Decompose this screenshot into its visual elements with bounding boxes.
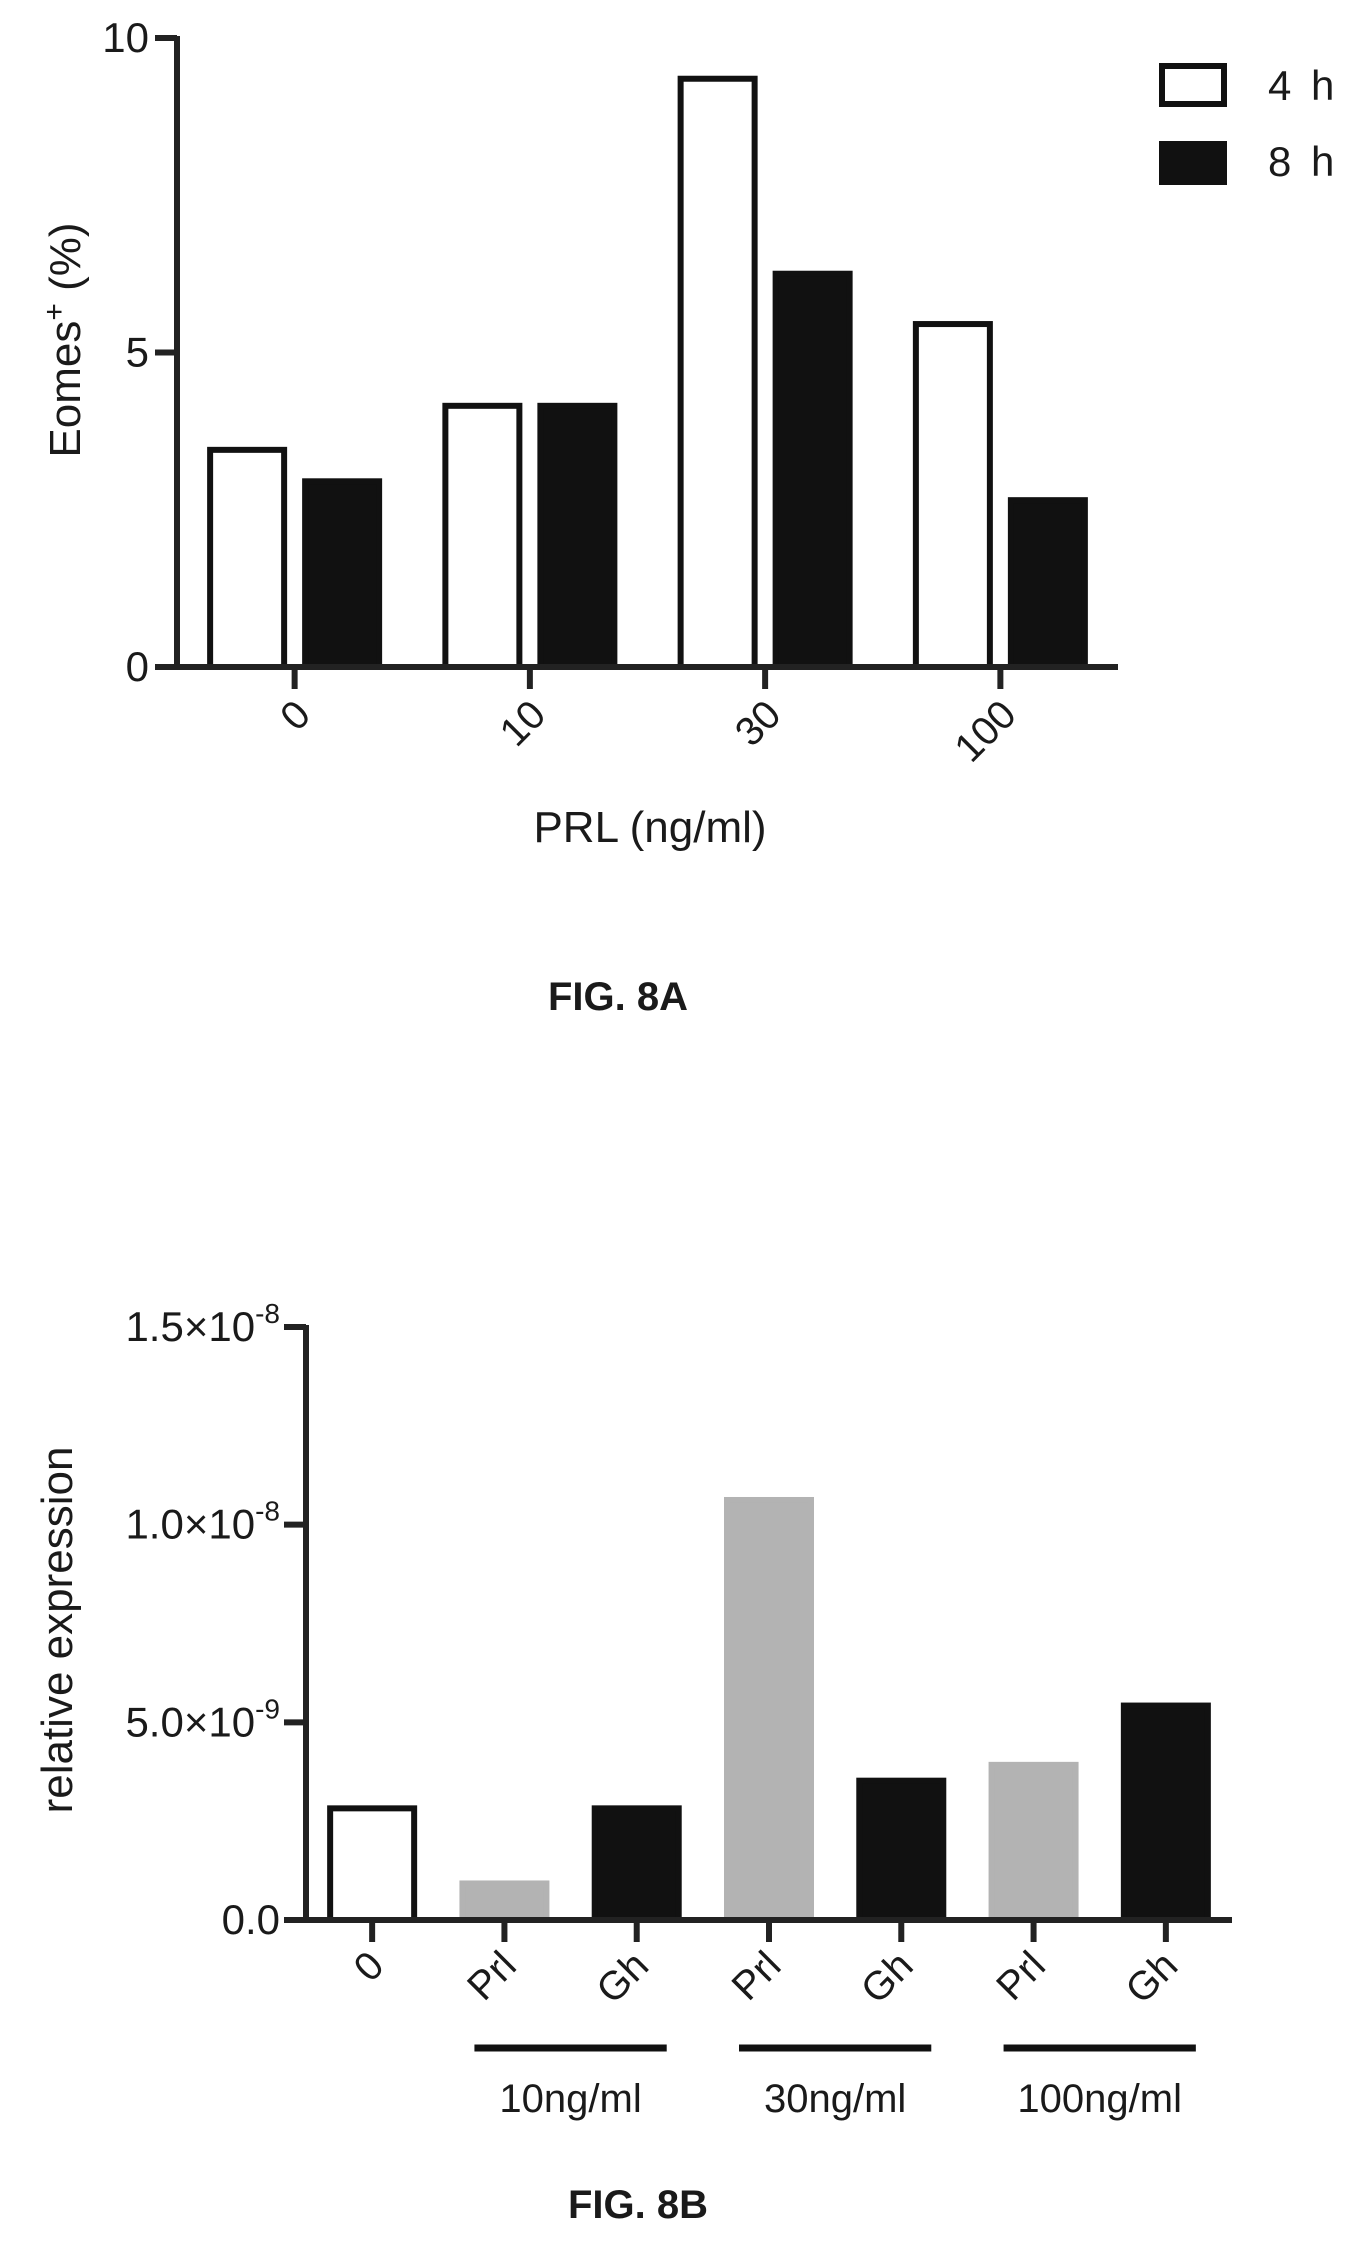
group-label: 30ng/ml bbox=[764, 2077, 906, 2121]
legend-label-4h: 4 h bbox=[1268, 62, 1338, 109]
bar-gh-2 bbox=[591, 1805, 682, 1924]
y-axis-title-superscript: + bbox=[38, 303, 71, 321]
y-tick-label: 1.5×10-8 bbox=[125, 1298, 280, 1350]
group-brackets: 10ng/ml 30ng/ml 100ng/ml bbox=[474, 2044, 1196, 2121]
x-tick-label: 30 bbox=[727, 692, 790, 755]
bar-group bbox=[207, 75, 1088, 671]
legend-swatch-4h bbox=[1159, 63, 1227, 107]
x-tick-labels: 0 10 30 100 bbox=[272, 692, 1025, 770]
bar-group bbox=[327, 1496, 1211, 1924]
bar-prl-3 bbox=[724, 1496, 814, 1923]
group-label: 100ng/ml bbox=[1017, 2077, 1182, 2121]
bar-4h-30 bbox=[677, 75, 758, 671]
legend-label-8h: 8 h bbox=[1268, 138, 1338, 185]
chart-8b: 0.0 5.0×10-9 1.0×10-8 1.5×10-8 0 Prl Gh Prl Gh P… bbox=[33, 1298, 1232, 2227]
bar-gh-4 bbox=[856, 1777, 947, 1924]
y-axis-title: Eomes+ (%) bbox=[38, 222, 90, 457]
x-tick-label: Prl bbox=[988, 1943, 1054, 2009]
y-tick-label: 1.0×10-8 bbox=[125, 1496, 280, 1548]
figure-caption-8b: FIG. 8B bbox=[568, 2183, 708, 2227]
x-tick-label: 10 bbox=[492, 692, 555, 755]
x-tick-label: Gh bbox=[588, 1943, 657, 2012]
x-axis-ticks bbox=[369, 1920, 1169, 1942]
y-axis-title-main: Eomes bbox=[41, 321, 90, 458]
y-tick-label: 5.0×10-9 bbox=[125, 1693, 280, 1745]
bar-8h-10 bbox=[537, 402, 618, 670]
legend-swatch-8h bbox=[1159, 141, 1227, 185]
bar-8h-0 bbox=[302, 478, 383, 670]
bar-4h-100 bbox=[912, 321, 993, 670]
x-tick-label: 100 bbox=[946, 692, 1024, 770]
x-tick-label: Gh bbox=[1117, 1943, 1186, 2012]
y-axis-title-unit: (%) bbox=[41, 222, 90, 303]
x-tick-label: Prl bbox=[459, 1943, 525, 2009]
x-tick-label: Prl bbox=[724, 1943, 790, 2009]
y-tick-label: 0 bbox=[126, 643, 149, 690]
y-tick-label: 10 bbox=[102, 14, 149, 61]
bar-0-0 bbox=[327, 1805, 418, 1924]
y-tick-label: 0.0 bbox=[222, 1896, 280, 1943]
bar-4h-0 bbox=[207, 446, 288, 670]
y-axis-ticks: 0 5 10 bbox=[102, 14, 177, 690]
bar-4h-10 bbox=[442, 402, 523, 670]
y-tick-label: 5 bbox=[126, 329, 149, 376]
x-tick-label: 0 bbox=[346, 1943, 393, 1990]
x-tick-labels: 0 Prl Gh Prl Gh Prl Gh bbox=[346, 1943, 1187, 2012]
bar-prl-5 bbox=[988, 1761, 1079, 1924]
y-axis-ticks: 0.0 5.0×10-9 1.0×10-8 1.5×10-8 bbox=[125, 1298, 306, 1943]
chart-8a: 0 5 10 0 10 30 100 Eomes+ (%) PRL (ng/ml) 4 h… bbox=[38, 14, 1338, 1019]
bar-8h-30 bbox=[772, 270, 853, 670]
y-axis-title: relative expression bbox=[33, 1447, 82, 1814]
group-label: 10ng/ml bbox=[499, 2077, 641, 2121]
x-axis-title: PRL (ng/ml) bbox=[533, 803, 766, 852]
x-tick-label: Gh bbox=[853, 1943, 922, 2012]
x-axis-ticks bbox=[291, 667, 1004, 689]
bar-gh-6 bbox=[1120, 1702, 1211, 1923]
bar-prl-1 bbox=[459, 1880, 550, 1924]
figure-caption-8a: FIG. 8A bbox=[548, 975, 688, 1019]
bar-8h-100 bbox=[1007, 497, 1088, 671]
legend: 4 h 8 h bbox=[1159, 62, 1338, 185]
x-tick-label: 0 bbox=[272, 692, 319, 739]
